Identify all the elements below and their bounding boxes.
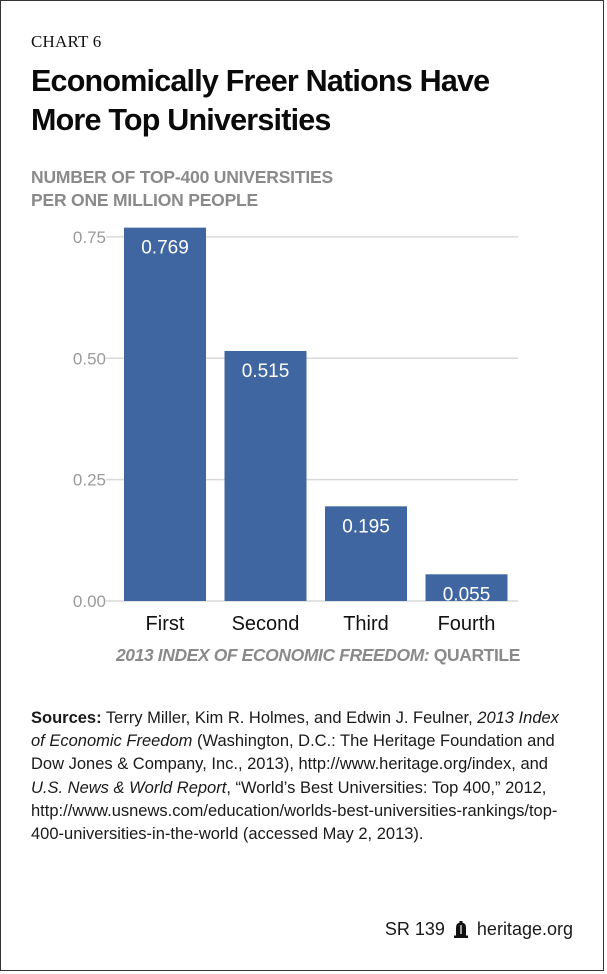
x-tick-label: Third: [343, 613, 389, 635]
y-axis-label-line-2: PER ONE MILLION PEOPLE: [31, 190, 259, 210]
y-axis-label: NUMBER OF TOP-400 UNIVERSITIES PER ONE M…: [31, 166, 333, 212]
sources-text-3: , “World’s Best Universities: Top 400,” …: [31, 778, 558, 844]
data-label: 0.515: [242, 361, 290, 382]
sources-italic-2: U.S. News & World Report: [31, 778, 227, 797]
x-tick-label: Fourth: [438, 613, 496, 635]
bar-chart: 0.00 0.25 0.50 0.75 0.769 First 0.515 Second 0.1…: [73, 227, 518, 635]
liberty-bell-icon: [453, 921, 469, 938]
y-tick-label: 0.25: [73, 471, 106, 490]
bar: [124, 227, 206, 601]
chart-title-line-2: More Top Universities: [31, 103, 331, 137]
footer: SR 139 heritage.org: [385, 919, 573, 940]
bar: [425, 574, 508, 601]
x-tick-label: First: [146, 613, 185, 635]
x-axis-label-rest: QUARTILE: [429, 645, 521, 665]
y-tick-label: 0.50: [73, 349, 106, 368]
y-tick-label: 0.75: [73, 228, 106, 247]
website: heritage.org: [476, 919, 573, 939]
y-tick-label: 0.00: [73, 592, 106, 611]
x-tick-label: Second: [232, 613, 300, 635]
sources-note: Sources: Terry Miller, Kim R. Holmes, an…: [31, 707, 576, 846]
sources-italic-1: 2013 Index of Economic Freedom: [31, 709, 559, 751]
bar: [224, 350, 307, 601]
x-axis-label: 2013 INDEX OF ECONOMIC FREEDOM: QUARTILE: [56, 645, 520, 666]
data-label: 0.055: [443, 584, 491, 605]
chart-title: Economically Freer Nations Have More Top…: [31, 62, 591, 140]
y-axis-label-line-1: NUMBER OF TOP-400 UNIVERSITIES: [31, 167, 333, 187]
chart-title-line-1: Economically Freer Nations Have: [31, 64, 490, 98]
report-id: SR 139: [384, 919, 445, 939]
data-label: 0.195: [342, 516, 390, 537]
chart-number: CHART 6: [31, 32, 102, 51]
data-label: 0.769: [141, 238, 189, 259]
sources-text-2: (Washington, D.C.: The Heritage Foundati…: [31, 732, 555, 774]
bar: [325, 506, 407, 601]
sources-label: Sources:: [31, 709, 102, 727]
x-axis-label-italic: 2013 INDEX OF ECONOMIC FREEDOM:: [115, 645, 430, 665]
sources-text-1: Terry Miller, Kim R. Holmes, and Edwin J…: [101, 709, 478, 727]
